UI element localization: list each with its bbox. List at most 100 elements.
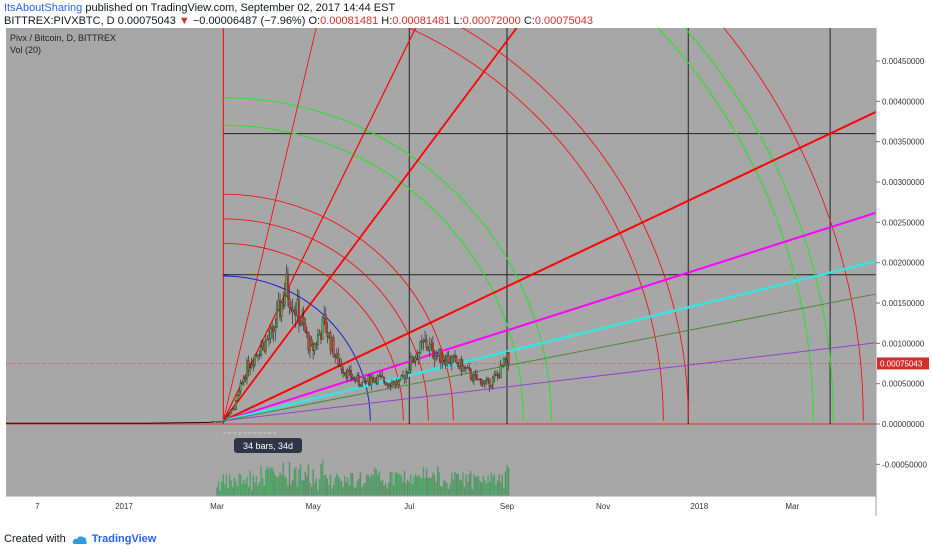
volume-bar <box>364 482 366 496</box>
open-label: O: <box>308 15 321 27</box>
volume-bar <box>219 490 221 496</box>
price-axis[interactable]: 0.00450000 0.00400000 0.00350000 0.00300000… <box>876 57 929 469</box>
volume-bar <box>485 483 488 496</box>
volume-bar <box>482 475 485 496</box>
volume-bar <box>388 482 390 496</box>
candle-body <box>307 332 310 351</box>
volume-bar <box>466 481 469 496</box>
change-value: −0.00006487 (−7.96%) <box>192 15 306 27</box>
candle-body <box>216 421 218 423</box>
candle-body <box>465 367 467 369</box>
volume-bar <box>488 482 491 496</box>
volume-bar <box>362 483 365 496</box>
last-price-badge <box>877 357 929 370</box>
volume-bar <box>320 464 322 496</box>
candle-body <box>286 273 289 299</box>
volume-bar <box>326 478 329 496</box>
volume-bar <box>265 469 267 496</box>
candle-body <box>493 374 496 378</box>
volume-bar <box>436 466 439 496</box>
tradingview-brand[interactable]: TradingView <box>72 533 156 545</box>
candle-body <box>452 355 455 358</box>
volume-bar <box>435 481 437 496</box>
volume-bar <box>446 483 448 496</box>
volume-bar <box>274 475 277 496</box>
candle-body <box>368 375 371 385</box>
candle-body <box>402 375 404 377</box>
candle-body <box>238 390 241 396</box>
candle-body <box>506 352 508 360</box>
volume-bar <box>498 474 500 496</box>
candle-body <box>490 384 493 388</box>
volume-bar <box>276 476 278 496</box>
volume-bar <box>306 475 308 496</box>
volume-bar <box>399 473 401 496</box>
candle-body <box>469 368 472 379</box>
volume-bar <box>284 476 286 496</box>
volume-bar <box>429 477 431 496</box>
candle-body <box>225 416 228 420</box>
volume-bar <box>397 473 399 496</box>
volume-bar <box>222 474 225 496</box>
x-tick-label: May <box>306 502 321 511</box>
candle-body <box>381 375 384 378</box>
x-tick-label: 7 <box>35 502 40 511</box>
candle-body <box>332 337 335 357</box>
volume-bar <box>268 469 270 496</box>
gann-arc <box>223 193 454 421</box>
volume-bar <box>309 482 311 496</box>
volume-bar <box>336 473 338 496</box>
candle-body <box>386 383 389 386</box>
candle-body <box>454 355 456 357</box>
measure-label: 34 bars, 34d <box>243 441 293 451</box>
candle-body <box>487 378 490 381</box>
candle-body <box>483 380 486 384</box>
low-value: 0.00072000 <box>462 15 521 27</box>
candle-body <box>419 341 422 353</box>
volume-bar <box>321 460 324 496</box>
volume-bar <box>310 486 313 496</box>
volume-bar <box>463 487 466 496</box>
volume-bar <box>354 487 357 496</box>
author-link[interactable]: ItsAboutSharing <box>4 2 83 14</box>
volume-bar <box>484 480 486 496</box>
ohlc-header: BITTREX:PIVXBTC, D 0.00075043 ▼ −0.00006… <box>4 15 593 27</box>
candle-body <box>460 358 463 372</box>
volume-bar <box>315 478 317 496</box>
time-axis[interactable] <box>6 496 876 516</box>
volume-bar <box>361 486 363 496</box>
candle-body <box>488 378 491 388</box>
price-chart[interactable]: 0.00450000 0.00400000 0.00350000 0.00300000… <box>0 28 932 530</box>
candle-body <box>406 371 409 374</box>
candle-body <box>342 369 345 374</box>
candle-body <box>331 337 334 351</box>
candle-body <box>450 356 453 364</box>
candle-body <box>504 358 507 360</box>
candle-body <box>375 378 378 384</box>
candle-body <box>395 381 398 385</box>
volume-bar <box>457 473 459 496</box>
candle-body <box>285 273 288 296</box>
volume-bar <box>280 474 283 496</box>
volume-bar <box>421 478 423 496</box>
gann-fan-ray <box>223 211 876 422</box>
volume-bar <box>345 481 347 496</box>
candle-body <box>439 348 442 363</box>
volume-bar <box>249 470 251 496</box>
volume-bar <box>277 476 280 496</box>
x-tick-label: 2017 <box>115 502 133 511</box>
candle-body <box>457 363 460 367</box>
candle-body <box>477 378 480 381</box>
volume-bar <box>290 484 292 496</box>
plot-area[interactable] <box>6 28 876 496</box>
volume-bar <box>459 479 461 496</box>
candle-body <box>405 371 408 380</box>
candle-body <box>438 348 441 356</box>
volume-bar <box>501 474 503 496</box>
last-price-value: 0.00075043 <box>117 15 176 27</box>
candle-body <box>449 362 452 364</box>
candle-body <box>471 378 474 381</box>
volume-bar <box>470 470 472 496</box>
candle-body <box>420 341 423 343</box>
candle-body <box>228 413 231 416</box>
